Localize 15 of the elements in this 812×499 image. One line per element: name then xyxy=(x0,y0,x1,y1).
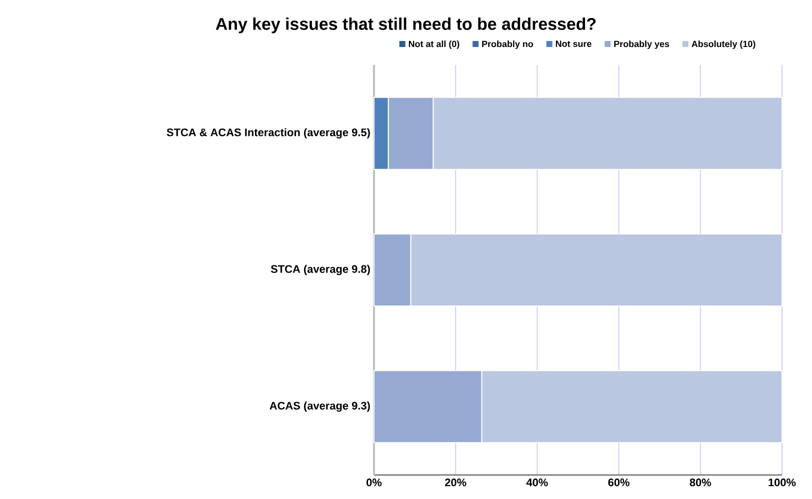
x-tick-label: 0% xyxy=(366,478,382,486)
legend-label: Not at all (0) xyxy=(408,40,460,49)
x-tick-label: 60% xyxy=(608,478,630,486)
y-tick-label: STCA & ACAS Interaction (average 9.5) xyxy=(166,128,370,138)
x-tick-label: 80% xyxy=(690,478,712,486)
legend-label: Probably yes xyxy=(614,40,670,49)
y-tick-label: STCA (average 9.8) xyxy=(270,264,370,276)
x-tick-label: 100% xyxy=(768,478,796,486)
legend-label: Absolutely (10) xyxy=(692,40,756,49)
legend-label: Probably no xyxy=(482,40,534,49)
x-tick-label: 40% xyxy=(526,478,548,486)
y-tick-label: ACAS (average 9.3) xyxy=(270,402,370,412)
legend-label: Not sure xyxy=(556,40,592,47)
x-tick-label: 20% xyxy=(445,478,466,486)
chart-title: Any key issues that still need to be addressed? xyxy=(216,18,596,34)
